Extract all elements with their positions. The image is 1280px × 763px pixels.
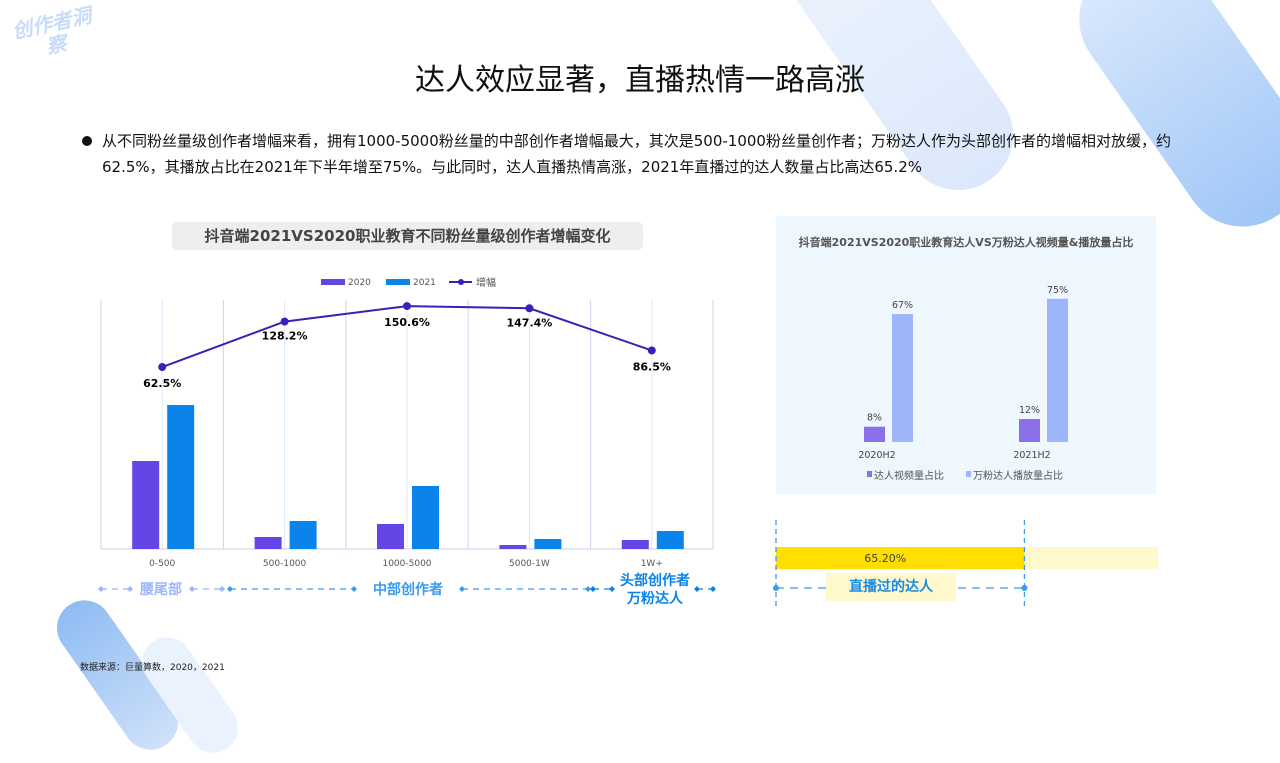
bar-label: 8% — [867, 413, 882, 424]
bar-万粉达人播放量占比 — [1047, 298, 1068, 442]
page-title: 达人效应显著，直播热情一路高涨 — [415, 63, 865, 98]
x-tick-label: 2020H2 — [858, 450, 895, 461]
growth-point — [403, 302, 411, 311]
bar-2021 — [656, 531, 684, 549]
right-chart: 2020H2 8% 67% 2021H2 12% 75% 达人视频量占比 万粉达人播放量占比 6… — [773, 285, 1158, 610]
bar-label: 12% — [1019, 405, 1040, 416]
x-tick-label: 2021H2 — [1013, 450, 1050, 461]
span-end-icon — [773, 585, 779, 591]
x-tick-label: 0-500 — [149, 559, 175, 569]
legend-label: 增幅 — [476, 276, 496, 289]
growth-label: 150.6% — [384, 316, 430, 329]
left-chart-title: 抖音端2021VS2020职业教育不同粉丝量级创作者增幅变化 — [172, 222, 643, 250]
bar-2020 — [254, 537, 282, 549]
segment-label: 腰尾部 — [139, 581, 182, 598]
diamond-icon — [351, 586, 357, 592]
right-chart-title: 抖音端2021VS2020职业教育达人VS万粉达人视频量&播放量占比 — [798, 236, 1134, 249]
bar-万粉达人播放量占比 — [892, 314, 913, 442]
legend-swatch — [966, 471, 971, 477]
legend-swatch-2020 — [321, 279, 345, 285]
growth-point — [525, 304, 534, 313]
diamond-icon — [710, 586, 716, 592]
growth-label: 147.4% — [506, 316, 552, 329]
x-tick-label: 1000-5000 — [382, 559, 431, 569]
x-tick-label: 500-1000 — [263, 559, 307, 569]
segment-label: 万粉达人 — [626, 590, 684, 607]
bar-2021 — [289, 521, 317, 549]
segment-label: 头部创作者 — [620, 572, 690, 589]
diamond-icon — [459, 586, 465, 592]
live-bar-label: 65.20% — [864, 552, 906, 565]
segment-label: 中部创作者 — [373, 581, 443, 598]
growth-point — [280, 317, 289, 326]
summary-text: 从不同粉丝量级创作者增幅来看，拥有1000-5000粉丝量的中部创作者增幅最大，… — [82, 128, 1192, 180]
x-tick-label: 5000-1W — [509, 559, 550, 569]
legend-label: 2021 — [413, 278, 436, 288]
legend-swatch-2021 — [386, 279, 410, 285]
bar-label: 75% — [1047, 285, 1068, 296]
bar-达人视频量占比 — [1019, 419, 1040, 442]
x-tick-label: 1W+ — [641, 559, 663, 569]
growth-point — [158, 363, 167, 372]
bar-达人视频量占比 — [864, 426, 885, 442]
diamond-icon — [219, 586, 225, 592]
bar-2020 — [377, 524, 404, 549]
diamond-icon — [585, 586, 591, 592]
live-bar — [776, 547, 1025, 569]
diamond-icon — [609, 586, 615, 592]
diamond-icon — [227, 586, 233, 592]
legend-label: 达人视频量占比 — [874, 469, 944, 482]
legend-label: 万粉达人播放量占比 — [973, 469, 1063, 482]
diamond-icon — [189, 586, 195, 592]
legend-label: 2020 — [348, 278, 371, 288]
diamond-icon — [590, 586, 596, 592]
diamond-icon — [694, 586, 700, 592]
diamond-icon — [127, 586, 133, 592]
growth-point — [647, 346, 656, 355]
bar-2021 — [534, 539, 562, 549]
bar-2020 — [132, 461, 160, 549]
growth-label: 62.5% — [143, 377, 181, 390]
left-chart: 0-500 500-1000 1000-5000 5000-1W 1W+ 62.5% 128… — [98, 276, 716, 607]
legend-swatch — [867, 471, 872, 477]
live-caption: 直播过的达人 — [826, 573, 956, 601]
bar-2021 — [412, 486, 439, 549]
diamond-icon — [98, 586, 104, 592]
span-end-icon — [1021, 585, 1028, 591]
bar-2020 — [499, 545, 527, 549]
growth-label: 128.2% — [262, 330, 308, 343]
right-chart-panel: 抖音端2021VS2020职业教育达人VS万粉达人视频量&播放量占比 — [776, 216, 1156, 494]
legend-marker — [458, 279, 464, 285]
growth-label: 86.5% — [633, 360, 671, 373]
bar-label: 67% — [892, 300, 913, 311]
bar-2021 — [167, 405, 195, 549]
data-source: 数据来源：巨量算数，2020，2021 — [80, 663, 225, 673]
bar-2020 — [621, 540, 649, 549]
